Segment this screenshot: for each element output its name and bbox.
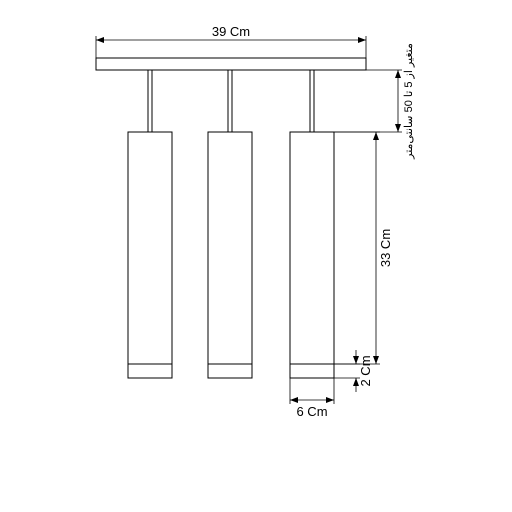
pendant-2	[208, 70, 252, 378]
mount-bar	[96, 58, 366, 70]
dim-top-width-label: 39 Cm	[212, 24, 250, 39]
dim-tube-height-label: 33 Cm	[378, 229, 393, 267]
dim-tube-height: 33 Cm	[334, 132, 393, 364]
dim-cap-height-label: 2 Cm	[358, 355, 373, 386]
pendant-1	[128, 70, 172, 378]
dim-cap-height: 2 Cm	[334, 350, 373, 392]
dimension-drawing: 39 Cm متغیر از 5 تا 50 سانتی‌متر	[0, 0, 512, 512]
dim-top-width: 39 Cm	[96, 24, 366, 58]
dim-rod-length: متغیر از 5 تا 50 سانتی‌متر	[334, 43, 415, 160]
dim-rod-length-label: متغیر از 5 تا 50 سانتی‌متر	[403, 43, 415, 160]
pendant-3	[290, 70, 334, 378]
dim-tube-width-label: 6 Cm	[296, 404, 327, 419]
dim-tube-width: 6 Cm	[290, 378, 334, 419]
